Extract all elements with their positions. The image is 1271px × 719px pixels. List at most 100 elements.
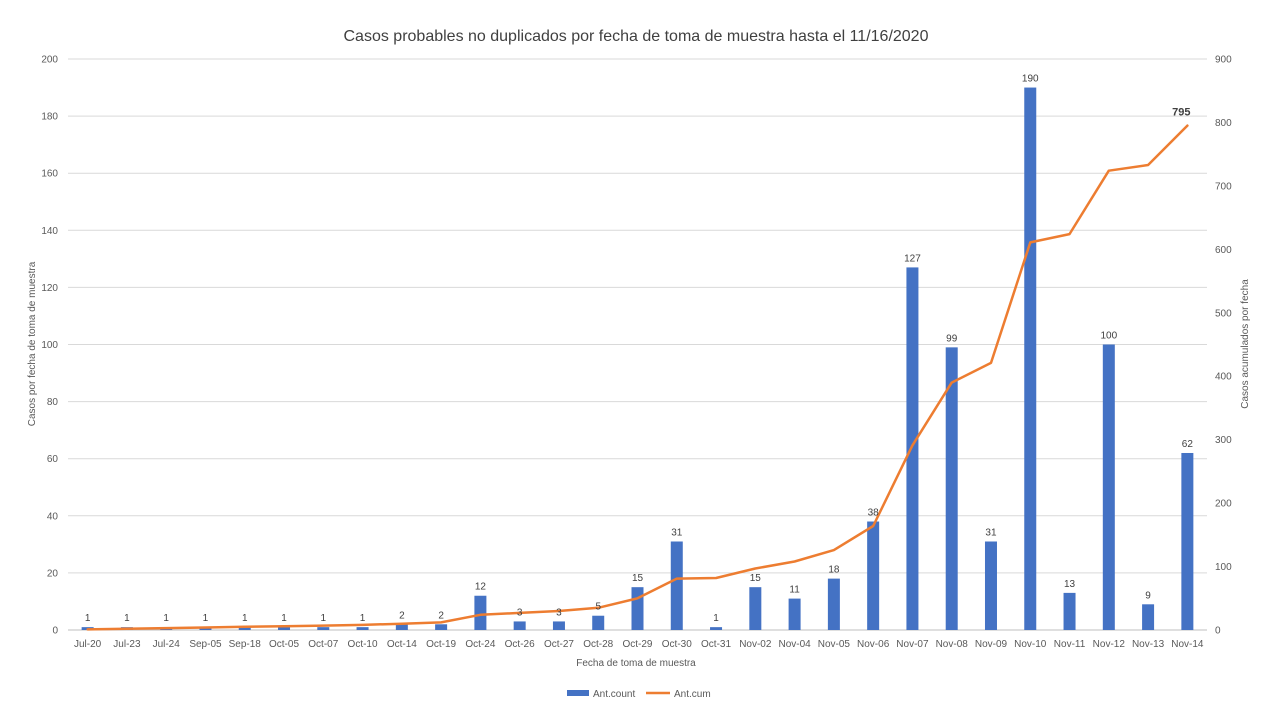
x-tick-label: Oct-29	[622, 639, 652, 650]
bar	[710, 627, 723, 630]
x-tick-label: Oct-10	[348, 639, 378, 650]
bar-data-label: 1	[124, 613, 130, 624]
bar-data-label: 15	[632, 573, 644, 584]
bar	[474, 595, 487, 630]
x-tick-label: Nov-08	[936, 639, 969, 650]
y-axis-right: 0 100 200 300 400 500 600 700 800 900	[1215, 55, 1232, 637]
bar-data-label: 12	[475, 582, 487, 593]
bar	[945, 347, 958, 630]
bar-data-label: 1	[85, 613, 91, 624]
bar	[238, 627, 251, 630]
bar-data-label: 38	[868, 508, 880, 519]
y-tick-label-right: 600	[1215, 245, 1232, 256]
bar	[513, 621, 526, 630]
y-tick-label-right: 700	[1215, 181, 1232, 192]
y-axis-left-title: Casos por fecha de toma de muestra	[27, 261, 38, 426]
x-tick-label: Oct-30	[662, 639, 692, 650]
bar-data-label: 1	[360, 613, 366, 624]
legend: Ant.count Ant.cum	[567, 689, 711, 700]
bar-data-label: 2	[399, 610, 405, 621]
x-tick-label: Nov-14	[1171, 639, 1204, 650]
x-tick-label: Oct-07	[308, 639, 338, 650]
y-tick-label-right: 500	[1215, 308, 1232, 319]
chart-title: Casos probables no duplicados por fecha …	[344, 28, 929, 45]
bar-data-label: 3	[556, 607, 562, 618]
x-tick-label: Nov-05	[818, 639, 851, 650]
x-tick-label: Nov-07	[896, 639, 929, 650]
x-tick-label: Oct-24	[465, 639, 495, 650]
x-tick-label: Oct-19	[426, 639, 456, 650]
bar	[552, 621, 565, 630]
y-axis-right-title: Casos acumulados por fecha	[1240, 279, 1251, 409]
x-axis: Jul-20 Jul-23 Jul-24 Sep-05 Sep-18 Oct-05 Oct-…	[74, 639, 1204, 650]
bar-data-label: 13	[1064, 579, 1076, 590]
y-tick-label-right: 400	[1215, 372, 1232, 383]
bar-data-label: 2	[438, 610, 444, 621]
x-tick-label: Nov-11	[1054, 639, 1086, 650]
x-tick-label: Oct-27	[544, 639, 574, 650]
y-tick-label-left: 80	[47, 397, 59, 408]
y-axis-left: 0 20 40 60 80 100 120 140 160 180 200	[41, 55, 58, 637]
bar-data-label: 1	[713, 613, 719, 624]
x-tick-label: Oct-26	[505, 639, 535, 650]
y-tick-label-left: 20	[47, 568, 59, 579]
bar	[906, 267, 919, 630]
y-tick-label-left: 140	[41, 226, 58, 237]
x-tick-label: Jul-20	[74, 639, 102, 650]
bar	[592, 615, 605, 630]
bar-data-label: 3	[517, 607, 523, 618]
y-tick-label-left: 200	[41, 55, 58, 66]
bar-data-label: 11	[789, 585, 800, 596]
x-tick-label: Oct-05	[269, 639, 299, 650]
bar	[395, 624, 408, 630]
bar	[1063, 592, 1076, 630]
legend-label-ant-count: Ant.count	[593, 689, 635, 700]
bar-data-label: 31	[671, 527, 683, 538]
bar	[749, 587, 762, 630]
x-tick-label: Sep-18	[229, 639, 262, 650]
bar	[827, 578, 840, 630]
x-tick-label: Nov-10	[1014, 639, 1047, 650]
x-tick-label: Oct-31	[701, 639, 731, 650]
bar	[1142, 604, 1155, 630]
x-tick-label: Jul-24	[153, 639, 181, 650]
y-tick-label-left: 100	[41, 340, 58, 351]
x-tick-label: Nov-12	[1093, 639, 1126, 650]
x-tick-label: Oct-14	[387, 639, 417, 650]
bar-data-label: 1	[281, 613, 287, 624]
bar	[631, 587, 644, 630]
bar	[788, 598, 801, 630]
line-series-ant-cum	[86, 124, 1189, 631]
bar-data-label: 5	[595, 602, 601, 613]
bar	[1181, 452, 1194, 630]
bar-data-label: 127	[904, 253, 921, 264]
y-tick-label-right: 100	[1215, 562, 1232, 573]
cumulative-line	[86, 124, 1189, 631]
bar	[317, 627, 330, 630]
y-tick-label-right: 800	[1215, 118, 1232, 129]
bar-data-label: 1	[321, 613, 327, 624]
bar-data-label: 62	[1182, 439, 1194, 450]
y-tick-label-left: 160	[41, 169, 58, 180]
bar	[867, 521, 880, 630]
bar	[278, 627, 291, 630]
line-end-data-label: 795	[1172, 107, 1190, 119]
bar	[356, 627, 369, 630]
y-tick-label-right: 300	[1215, 435, 1232, 446]
x-tick-label: Nov-04	[778, 639, 811, 650]
gridlines	[68, 58, 1207, 631]
y-tick-label-right: 200	[1215, 499, 1232, 510]
y-tick-label-left: 120	[41, 283, 58, 294]
y-tick-label-left: 0	[52, 626, 58, 637]
x-tick-label: Nov-02	[739, 639, 772, 650]
y-tick-label-left: 40	[47, 511, 59, 522]
bar-data-label: 100	[1100, 331, 1117, 342]
y-tick-label-right: 0	[1215, 626, 1221, 637]
x-axis-title: Fecha de toma de muestra	[576, 658, 696, 669]
bar	[1024, 87, 1037, 631]
y-tick-label-left: 60	[47, 454, 59, 465]
bar-data-label: 1	[203, 613, 209, 624]
x-tick-label: Nov-06	[857, 639, 890, 650]
x-tick-label: Nov-09	[975, 639, 1008, 650]
